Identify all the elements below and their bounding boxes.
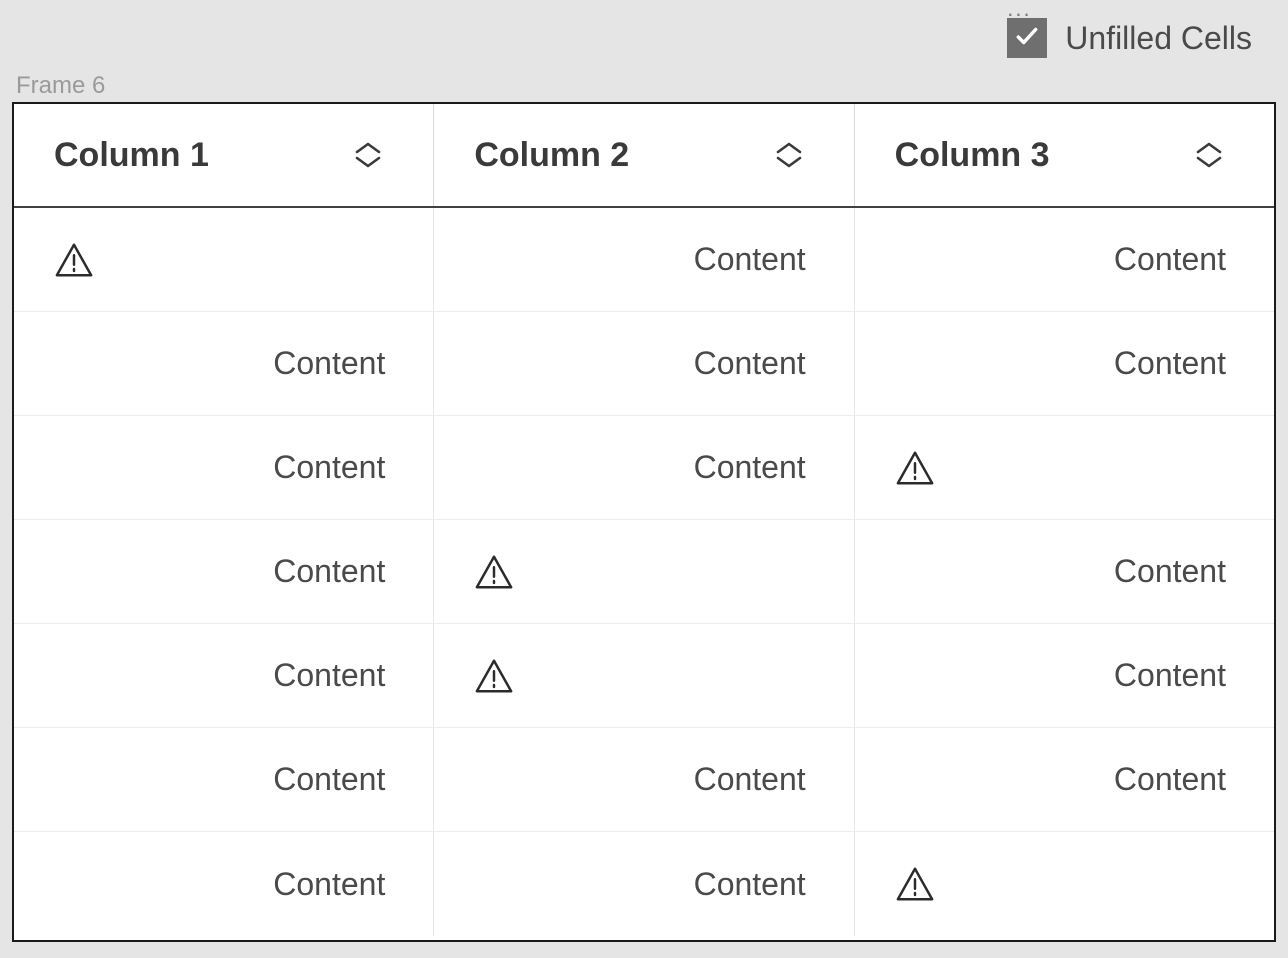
- table-cell: Content: [14, 624, 434, 727]
- table-cell: Content: [14, 728, 434, 831]
- sort-icon[interactable]: [351, 133, 385, 177]
- table-cell-warning-icon: [434, 520, 854, 623]
- frame-label: Frame 6: [16, 72, 105, 100]
- check-icon: [1014, 23, 1040, 54]
- unfilled-cells-label: Unfilled Cells: [1065, 20, 1252, 57]
- ellipsis-menu[interactable]: ...: [1007, 6, 1031, 12]
- table-row: ContentContentContent: [14, 728, 1274, 832]
- table-cell: Content: [434, 832, 854, 936]
- column-header-3[interactable]: Column 3: [855, 104, 1274, 206]
- table-cell: Content: [434, 728, 854, 831]
- table-cell: Content: [855, 208, 1274, 311]
- warning-triangle-icon: [895, 448, 935, 488]
- table-frame: Column 1 Column 2 Column 3: [12, 102, 1276, 942]
- unfilled-cells-control: ... Unfilled Cells: [1007, 18, 1252, 58]
- table-cell-warning-icon: [855, 416, 1274, 519]
- table-row: ContentContentContent: [14, 312, 1274, 416]
- table-cell: Content: [855, 520, 1274, 623]
- table-body: ContentContentContentContentContentConte…: [14, 208, 1274, 936]
- table-cell: Content: [855, 728, 1274, 831]
- table-row: ContentContent: [14, 208, 1274, 312]
- table-cell-warning-icon: [14, 208, 434, 311]
- table-row: Content Content: [14, 624, 1274, 728]
- table-cell-warning-icon: [434, 624, 854, 727]
- column-header-label: Column 1: [54, 136, 209, 175]
- table-cell-warning-icon: [855, 832, 1274, 936]
- sort-icon[interactable]: [1192, 133, 1226, 177]
- warning-triangle-icon: [474, 552, 514, 592]
- table-cell: Content: [434, 208, 854, 311]
- table-cell: Content: [14, 416, 434, 519]
- table-cell: Content: [14, 312, 434, 415]
- column-header-label: Column 2: [474, 136, 629, 175]
- table-cell: Content: [855, 312, 1274, 415]
- checkbox-wrapper: ...: [1007, 18, 1047, 58]
- column-header-2[interactable]: Column 2: [434, 104, 854, 206]
- table-cell: Content: [14, 520, 434, 623]
- table-row: ContentContent: [14, 416, 1274, 520]
- column-header-1[interactable]: Column 1: [14, 104, 434, 206]
- warning-triangle-icon: [54, 240, 94, 280]
- column-header-label: Column 3: [895, 136, 1050, 175]
- table-header-row: Column 1 Column 2 Column 3: [14, 104, 1274, 208]
- table-cell: Content: [855, 624, 1274, 727]
- table-cell: Content: [434, 416, 854, 519]
- table-cell: Content: [14, 832, 434, 936]
- unfilled-cells-checkbox[interactable]: [1007, 18, 1047, 58]
- table-row: Content Content: [14, 520, 1274, 624]
- canvas: ... Unfilled Cells Frame 6 Column 1 Colu…: [0, 0, 1288, 958]
- warning-triangle-icon: [895, 864, 935, 904]
- table-cell: Content: [434, 312, 854, 415]
- table-row: ContentContent: [14, 832, 1274, 936]
- warning-triangle-icon: [474, 656, 514, 696]
- sort-icon[interactable]: [772, 133, 806, 177]
